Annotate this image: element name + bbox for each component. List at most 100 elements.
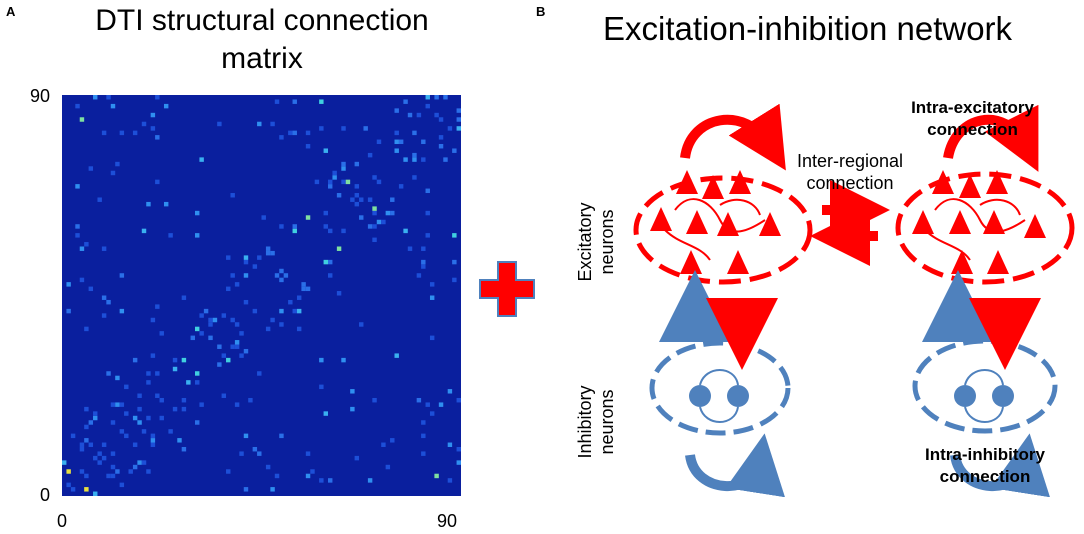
matrix-cell xyxy=(288,299,293,305)
matrix-cell xyxy=(115,161,120,167)
intra-excitatory-line1: Intra-excitatory xyxy=(911,98,1034,117)
matrix-cell xyxy=(243,259,249,265)
right-inhibitory-ellipse xyxy=(912,338,1058,434)
matrix-cell xyxy=(150,126,156,131)
matrix-cell xyxy=(119,402,125,407)
matrix-cell xyxy=(132,464,138,470)
matrix-cell xyxy=(350,197,355,202)
matrix-cell xyxy=(172,357,178,363)
matrix-cell xyxy=(132,357,138,363)
matrix-cell xyxy=(119,482,125,488)
matrix-cell xyxy=(208,317,213,323)
matrix-cell xyxy=(372,224,377,229)
matrix-cell xyxy=(110,451,116,456)
matrix-cell xyxy=(137,460,142,465)
right-triangle-neuron-icons xyxy=(912,170,1046,274)
matrix-cell xyxy=(270,487,275,492)
matrix-cell xyxy=(93,491,98,496)
matrix-cell xyxy=(119,273,125,278)
matrix-cell xyxy=(155,393,160,398)
matrix-cell xyxy=(137,406,142,412)
matrix-cell xyxy=(181,406,187,412)
matrix-cell xyxy=(226,357,231,363)
matrix-cell xyxy=(226,286,231,292)
matrix-cell xyxy=(168,233,173,238)
matrix-cell xyxy=(412,175,417,180)
matrix-cell xyxy=(354,201,360,207)
matrix-cell xyxy=(234,340,240,345)
matrix-cell xyxy=(199,313,204,318)
matrix-cell xyxy=(452,259,457,265)
matrix-cell xyxy=(403,99,408,104)
matrix-cell xyxy=(261,215,266,220)
matrix-cell xyxy=(332,175,337,180)
matrix-cell xyxy=(323,224,328,229)
matrix-cell xyxy=(159,331,164,336)
matrix-cell xyxy=(341,126,346,131)
intra-inhibitory-line1: Intra-inhibitory xyxy=(925,445,1045,464)
matrix-cell xyxy=(394,139,399,145)
matrix-cell xyxy=(243,487,249,492)
matrix-cell xyxy=(230,317,235,323)
matrix-cell xyxy=(146,371,151,376)
inhibitory-neurons-label: Inhibitory neurons xyxy=(574,372,622,472)
panel-b-label: B xyxy=(536,4,546,19)
matrix-cell xyxy=(159,415,164,421)
matrix-cell xyxy=(288,130,293,136)
matrix-cell xyxy=(195,371,200,376)
matrix-cell xyxy=(239,353,244,358)
matrix-cell xyxy=(101,246,107,251)
matrix-cell xyxy=(265,250,271,256)
matrix-cell xyxy=(421,433,426,439)
connection-matrix-heatmap xyxy=(62,95,461,496)
matrix-cell xyxy=(257,255,262,260)
matrix-cell xyxy=(234,344,240,349)
matrix-cell xyxy=(70,487,76,492)
matrix-cell xyxy=(181,446,187,452)
matrix-cell xyxy=(190,335,195,341)
matrix-cell xyxy=(452,233,457,238)
matrix-cell xyxy=(150,438,156,443)
matrix-cell xyxy=(101,442,107,447)
matrix-cell xyxy=(115,402,120,407)
matrix-cell xyxy=(84,424,89,430)
matrix-cell xyxy=(84,242,89,247)
matrix-cell xyxy=(421,139,426,145)
matrix-cell xyxy=(270,121,275,127)
matrix-cell xyxy=(270,250,275,256)
matrix-cell xyxy=(199,402,204,407)
matrix-cell xyxy=(234,322,240,327)
matrix-cell xyxy=(279,135,284,140)
inter-regional-label: Inter-regional connection xyxy=(770,150,930,194)
matrix-cell xyxy=(84,438,89,443)
matrix-cell xyxy=(328,228,333,234)
matrix-cell xyxy=(88,166,94,171)
matrix-cell xyxy=(221,353,227,358)
matrix-cell xyxy=(221,313,227,318)
matrix-cell xyxy=(274,273,280,278)
matrix-cell xyxy=(203,308,209,314)
matrix-cell xyxy=(84,487,89,492)
matrix-x-left-tick: 0 xyxy=(57,511,68,531)
matrix-cell xyxy=(301,286,306,292)
matrix-cell xyxy=(434,112,439,118)
matrix-cell xyxy=(363,126,368,131)
matrix-cell xyxy=(323,148,328,153)
right-intra-inhibitory-arrow xyxy=(950,433,1050,498)
matrix-cell xyxy=(447,478,453,483)
matrix-cell xyxy=(385,464,391,470)
matrix-cell xyxy=(305,144,311,149)
matrix-cell xyxy=(79,277,85,283)
matrix-cell xyxy=(283,273,289,278)
matrix-cell xyxy=(279,277,284,283)
matrix-cell xyxy=(425,402,430,407)
matrix-cell xyxy=(195,233,200,238)
inhibitory-label-line2: neurons xyxy=(597,389,617,455)
matrix-cell xyxy=(376,179,382,185)
matrix-cell xyxy=(394,353,399,358)
matrix-cell xyxy=(292,130,297,136)
matrix-cell xyxy=(243,255,249,260)
matrix-cell xyxy=(416,397,422,403)
matrix-cell xyxy=(279,224,284,229)
matrix-cell xyxy=(394,108,399,113)
